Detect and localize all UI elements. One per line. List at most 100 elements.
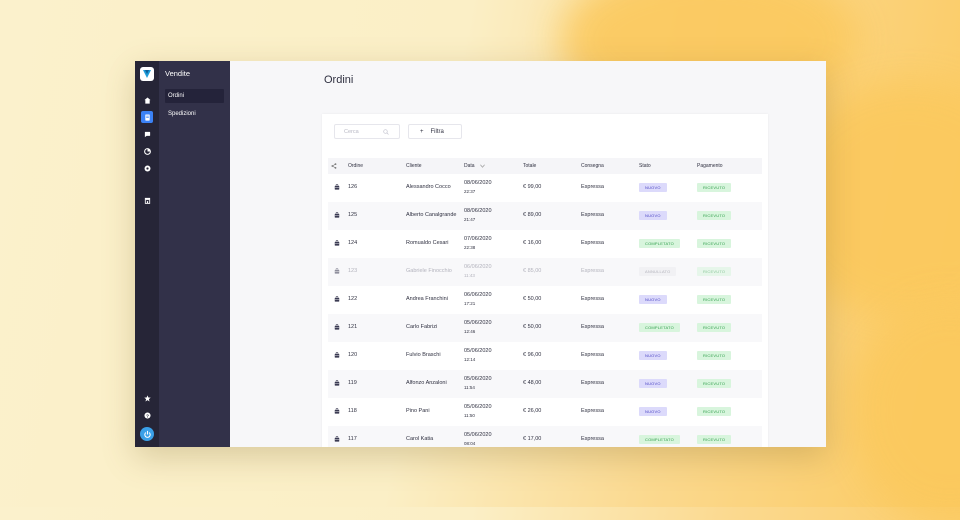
order-date-day: 05/06/2020 — [464, 404, 492, 410]
shopping-bag-icon — [334, 240, 340, 246]
home-icon[interactable] — [141, 94, 153, 106]
status-badge: COMPLETATO — [639, 239, 680, 248]
customer-name: Carol Katia — [406, 436, 433, 442]
status-badge: NUOVO — [639, 351, 667, 360]
receipt-icon[interactable] — [141, 111, 153, 123]
customer-name: Alberto Canalgrande — [406, 212, 456, 218]
payment-badge: RICEVUTO — [697, 295, 731, 304]
order-date-time: 08:04 — [464, 440, 492, 448]
delivery-type: Espressa — [581, 352, 604, 358]
customer-name: Carlo Fabrizi — [406, 324, 437, 330]
order-number: 121 — [348, 324, 357, 330]
column-header-pagamento[interactable]: Pagamento — [697, 163, 723, 169]
order-total: € 89,00 — [523, 212, 541, 218]
orders-card: Cerca + Filtra Ordine Cliente Data Total… — [322, 114, 768, 447]
customer-name: Romualdo Cesari — [406, 240, 449, 246]
customer-name: Alessandro Cocco — [406, 184, 451, 190]
sort-down-icon[interactable] — [480, 164, 485, 168]
sub-nav-item-spedizioni[interactable]: Spedizioni — [165, 107, 224, 121]
page-title: Ordini — [324, 74, 353, 86]
order-date-time: 11:43 — [464, 272, 492, 280]
order-number: 122 — [348, 296, 357, 302]
order-date-day: 06/06/2020 — [464, 264, 492, 270]
order-total: € 85,00 — [523, 268, 541, 274]
star-icon[interactable] — [141, 392, 153, 404]
app-logo-icon[interactable] — [140, 67, 154, 81]
filter-button[interactable]: + Filtra — [408, 124, 462, 139]
shopping-bag-icon — [334, 436, 340, 442]
column-header-ordine[interactable]: Ordine — [348, 163, 363, 169]
payment-badge: RICEVUTO — [697, 351, 731, 360]
search-icon — [383, 129, 389, 135]
delivery-type: Espressa — [581, 240, 604, 246]
order-number: 117 — [348, 436, 357, 442]
order-number: 120 — [348, 352, 357, 358]
payment-badge: RICEVUTO — [697, 211, 731, 220]
order-date-day: 05/06/2020 — [464, 432, 492, 438]
shopping-bag-icon — [334, 268, 340, 274]
shopping-bag-icon — [334, 296, 340, 302]
order-number: 126 — [348, 184, 357, 190]
order-date-day: 07/06/2020 — [464, 236, 492, 242]
icon-rail: ? — [135, 61, 159, 447]
order-total: € 50,00 — [523, 296, 541, 302]
column-header-totale[interactable]: Totale — [523, 163, 536, 169]
payment-badge: RICEVUTO — [697, 379, 731, 388]
column-header-data[interactable]: Data — [464, 163, 475, 169]
table-header: Ordine Cliente Data Totale Consegna Stat… — [328, 158, 762, 174]
chat-icon[interactable] — [141, 128, 153, 140]
status-badge: COMPLETATO — [639, 323, 680, 332]
delivery-type: Espressa — [581, 324, 604, 330]
order-date: 05/06/2020 08:04 — [464, 432, 492, 447]
order-date: 06/06/2020 11:43 — [464, 264, 492, 279]
status-badge: COMPLETATO — [639, 435, 680, 444]
order-number: 123 — [348, 268, 357, 274]
order-total: € 50,00 — [523, 324, 541, 330]
delivery-type: Espressa — [581, 184, 604, 190]
column-header-cliente[interactable]: Cliente — [406, 163, 422, 169]
search-input[interactable]: Cerca — [334, 124, 400, 139]
order-date-day: 08/06/2020 — [464, 180, 492, 186]
shopping-bag-icon — [334, 408, 340, 414]
payment-badge: RICEVUTO — [697, 183, 731, 192]
status-badge: NUOVO — [639, 379, 667, 388]
sub-nav-item-ordini[interactable]: Ordini — [165, 89, 224, 103]
order-total: € 17,00 — [523, 436, 541, 442]
order-date-time: 11:54 — [464, 384, 492, 392]
column-header-consegna[interactable]: Consegna — [581, 163, 604, 169]
status-badge: ANNULLATO — [639, 267, 676, 276]
order-total: € 26,00 — [523, 408, 541, 414]
power-icon[interactable] — [140, 427, 154, 441]
settings-icon[interactable] — [141, 162, 153, 174]
customer-name: Alfonzo Anzaloni — [406, 380, 447, 386]
payment-badge: RICEVUTO — [697, 435, 731, 444]
order-date-day: 05/06/2020 — [464, 320, 492, 326]
help-icon[interactable]: ? — [141, 409, 153, 421]
search-placeholder: Cerca — [344, 129, 359, 135]
order-date-time: 21:47 — [464, 216, 492, 224]
share-icon[interactable] — [331, 163, 337, 169]
shopping-bag-icon — [334, 212, 340, 218]
order-number: 125 — [348, 212, 357, 218]
plus-icon: + — [420, 129, 424, 135]
status-badge: NUOVO — [639, 407, 667, 416]
customer-name: Pino Pani — [406, 408, 430, 414]
status-badge: NUOVO — [639, 183, 667, 192]
analytics-icon[interactable] — [141, 145, 153, 157]
column-header-stato[interactable]: Stato — [639, 163, 651, 169]
store-icon[interactable] — [141, 194, 153, 206]
